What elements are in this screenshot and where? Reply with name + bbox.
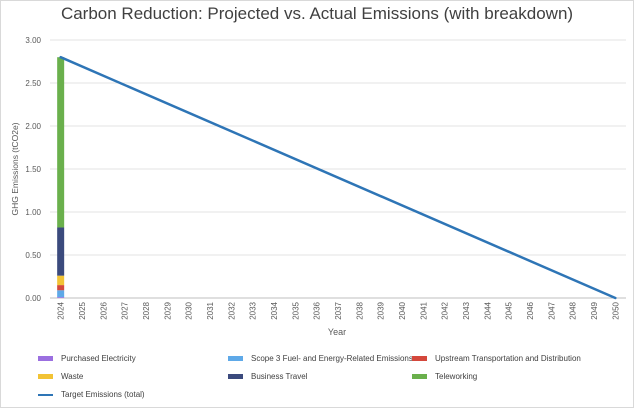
- legend-swatch: [412, 374, 427, 379]
- x-tick-label: 2041: [419, 301, 428, 319]
- x-tick-label: 2038: [355, 301, 364, 319]
- x-tick-label: 2049: [590, 301, 599, 319]
- bar-segment: [57, 297, 65, 298]
- chart-title: Carbon Reduction: Projected vs. Actual E…: [60, 4, 574, 23]
- legend-label: Upstream Transportation and Distribution: [435, 354, 581, 363]
- gridlines: [50, 39, 626, 299]
- legend-item: Business Travel: [228, 372, 307, 381]
- x-tick-label: 2033: [249, 301, 258, 319]
- x-tick-label: 2040: [398, 301, 407, 319]
- x-tick-label: 2036: [313, 301, 322, 319]
- x-tick-label: 2046: [526, 301, 535, 319]
- bar-segment: [57, 227, 65, 276]
- y-tick-label: 3.00: [25, 36, 41, 45]
- legend-swatch: [228, 374, 243, 379]
- y-axis-label: GHG Emissions (tCO2e): [10, 122, 20, 215]
- legend-item: Target Emissions (total): [38, 390, 145, 399]
- x-tick-label: 2044: [483, 301, 492, 319]
- legend-swatch: [38, 356, 53, 361]
- x-tick-label: 2031: [206, 301, 215, 319]
- x-tick-label: 2027: [121, 301, 130, 319]
- target-line: [59, 55, 617, 300]
- y-tick-label: 2.50: [25, 79, 41, 88]
- x-tick-label: 2029: [163, 301, 172, 319]
- stacked-bars: [57, 57, 65, 298]
- legend-label: Teleworking: [435, 372, 478, 381]
- x-tick-label: 2025: [78, 301, 87, 319]
- x-tick-label: 2032: [227, 301, 236, 319]
- bar-segment: [57, 285, 65, 291]
- legend-label: Target Emissions (total): [61, 390, 145, 399]
- y-axis-ticks: 0.00 0.50 1.00 1.50 2.00 2.50 3.00: [25, 36, 41, 303]
- x-tick-label: 2026: [99, 301, 108, 319]
- x-tick-label: 2045: [505, 301, 514, 319]
- y-tick-label: 1.50: [25, 165, 41, 174]
- bar-segment: [57, 290, 65, 298]
- target-line-path: [59, 55, 617, 300]
- x-tick-label: 2037: [334, 301, 343, 319]
- legend-label: Business Travel: [251, 372, 308, 381]
- x-tick-label: 2047: [547, 301, 556, 319]
- legend-swatch: [38, 374, 53, 379]
- y-tick-label: 1.00: [25, 208, 41, 217]
- y-tick-label: 0.50: [25, 251, 41, 260]
- x-axis-label: Year: [328, 327, 346, 337]
- legend-label: Purchased Electricity: [61, 354, 136, 363]
- legend-item: Waste: [38, 372, 83, 381]
- legend-swatch: [412, 356, 427, 361]
- legend-label: Scope 3 Fuel- and Energy-Related Emissio…: [251, 354, 413, 363]
- y-tick-label: 0.00: [25, 294, 41, 303]
- x-tick-label: 2042: [441, 301, 450, 319]
- x-axis-ticks: 2024 2025 2026 2027 2028 2029 2030 2031 2032 2033…: [57, 301, 621, 319]
- x-tick-label: 2048: [569, 301, 578, 319]
- x-tick-label: 2035: [291, 301, 300, 319]
- y-tick-label: 2.00: [25, 122, 41, 131]
- legend-item: Teleworking: [412, 372, 477, 381]
- x-tick-label: 2039: [377, 301, 386, 319]
- x-tick-label: 2050: [611, 301, 620, 319]
- bar-segment: [57, 275, 65, 286]
- legend-swatch: [38, 393, 53, 396]
- legend-item: Purchased Electricity: [38, 354, 136, 363]
- x-tick-label: 2024: [57, 301, 66, 319]
- legend-label: Waste: [61, 372, 84, 381]
- x-tick-label: 2028: [142, 301, 151, 319]
- x-tick-label: 2034: [270, 301, 279, 319]
- x-tick-label: 2043: [462, 301, 471, 319]
- x-tick-label: 2030: [185, 301, 194, 319]
- legend-swatch: [228, 356, 243, 361]
- legend-item: Scope 3 Fuel- and Energy-Related Emissio…: [228, 354, 413, 363]
- bar-segment: [57, 57, 65, 228]
- legend-item: Upstream Transportation and Distribution: [412, 354, 581, 363]
